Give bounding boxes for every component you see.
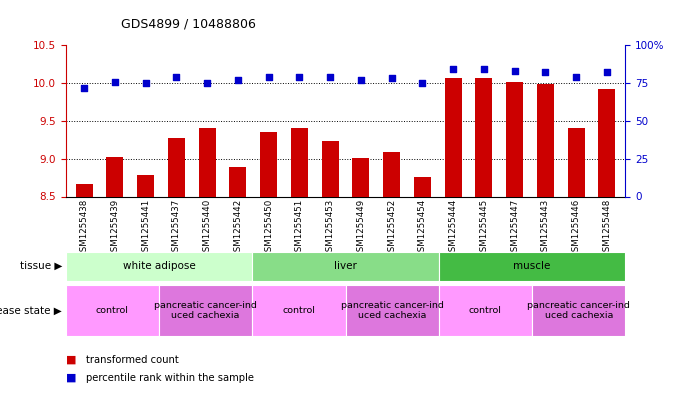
Text: GSM1255450: GSM1255450 xyxy=(264,199,273,257)
Text: GSM1255441: GSM1255441 xyxy=(141,199,150,257)
Point xyxy=(601,69,612,75)
Text: pancreatic cancer-ind
uced cachexia: pancreatic cancer-ind uced cachexia xyxy=(527,301,630,320)
Bar xyxy=(159,285,252,336)
Bar xyxy=(106,157,123,196)
Text: control: control xyxy=(283,306,315,315)
Point xyxy=(509,68,520,74)
Text: GSM1255443: GSM1255443 xyxy=(541,199,550,257)
Bar xyxy=(229,167,246,196)
Text: GSM1255437: GSM1255437 xyxy=(172,199,181,257)
Bar xyxy=(198,129,216,196)
Point xyxy=(386,75,397,82)
Text: GSM1255449: GSM1255449 xyxy=(357,199,366,257)
Point xyxy=(79,84,90,91)
Text: GSM1255438: GSM1255438 xyxy=(79,199,88,257)
Point xyxy=(109,78,120,84)
Bar xyxy=(75,184,93,196)
Point xyxy=(232,77,243,83)
Text: GSM1255444: GSM1255444 xyxy=(448,199,457,257)
Bar xyxy=(598,89,616,196)
Bar xyxy=(252,285,346,336)
Text: control: control xyxy=(96,306,129,315)
Bar xyxy=(352,158,369,196)
Bar xyxy=(445,78,462,196)
Text: GSM1255445: GSM1255445 xyxy=(480,199,489,257)
Text: pancreatic cancer-ind
uced cachexia: pancreatic cancer-ind uced cachexia xyxy=(341,301,444,320)
Point xyxy=(540,69,551,75)
Point xyxy=(478,66,489,73)
Bar xyxy=(137,175,154,196)
Bar xyxy=(507,82,523,196)
Bar xyxy=(66,285,159,336)
Bar xyxy=(532,285,625,336)
Text: pancreatic cancer-ind
uced cachexia: pancreatic cancer-ind uced cachexia xyxy=(154,301,257,320)
Bar xyxy=(439,285,532,336)
Point xyxy=(263,74,274,80)
Bar xyxy=(439,252,625,281)
Text: GSM1255447: GSM1255447 xyxy=(510,199,519,257)
Bar xyxy=(252,252,439,281)
Text: GSM1255439: GSM1255439 xyxy=(111,199,120,257)
Bar xyxy=(475,78,493,196)
Bar xyxy=(322,141,339,196)
Text: GSM1255453: GSM1255453 xyxy=(325,199,334,257)
Point xyxy=(417,80,428,86)
Text: ■: ■ xyxy=(66,373,76,383)
Text: muscle: muscle xyxy=(513,261,551,271)
Text: GSM1255454: GSM1255454 xyxy=(418,199,427,257)
Text: GSM1255440: GSM1255440 xyxy=(202,199,211,257)
Point xyxy=(448,66,459,73)
Text: disease state ▶: disease state ▶ xyxy=(0,305,62,316)
Point xyxy=(171,74,182,80)
Text: ■: ■ xyxy=(66,354,76,365)
Text: GSM1255451: GSM1255451 xyxy=(295,199,304,257)
Point xyxy=(325,74,336,80)
Point xyxy=(294,74,305,80)
Point xyxy=(202,80,213,86)
Point xyxy=(355,77,366,83)
Text: GSM1255448: GSM1255448 xyxy=(603,199,612,257)
Text: control: control xyxy=(469,306,502,315)
Point xyxy=(140,80,151,86)
Bar xyxy=(66,252,252,281)
Bar xyxy=(291,129,307,196)
Text: percentile rank within the sample: percentile rank within the sample xyxy=(86,373,254,383)
Bar xyxy=(346,285,439,336)
Bar xyxy=(568,128,585,196)
Text: liver: liver xyxy=(334,261,357,271)
Text: GSM1255452: GSM1255452 xyxy=(387,199,396,257)
Point xyxy=(571,74,582,80)
Bar xyxy=(414,177,431,196)
Bar xyxy=(260,132,277,196)
Text: white adipose: white adipose xyxy=(122,261,196,271)
Bar xyxy=(168,138,184,196)
Bar xyxy=(537,84,554,196)
Text: transformed count: transformed count xyxy=(86,354,179,365)
Text: tissue ▶: tissue ▶ xyxy=(20,261,62,271)
Bar xyxy=(384,152,400,196)
Text: GSM1255442: GSM1255442 xyxy=(234,199,243,257)
Text: GSM1255446: GSM1255446 xyxy=(571,199,580,257)
Text: GDS4899 / 10488806: GDS4899 / 10488806 xyxy=(121,18,256,31)
